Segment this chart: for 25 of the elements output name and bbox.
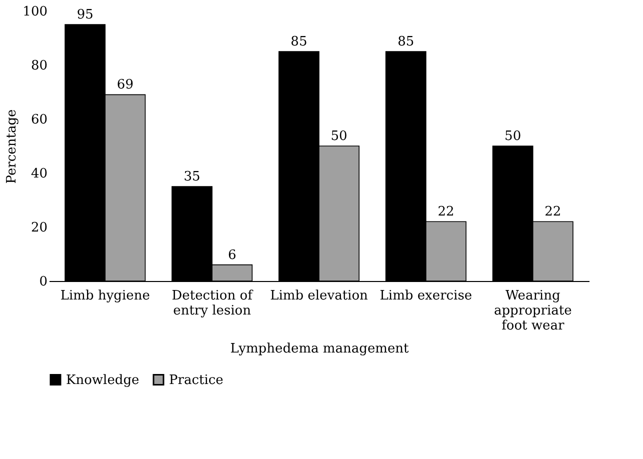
data-label: 35 bbox=[184, 170, 200, 184]
data-label: 50 bbox=[504, 129, 522, 144]
data-label: 85 bbox=[398, 34, 414, 50]
data-label: 22 bbox=[544, 204, 562, 220]
y-tick-label: 100 bbox=[22, 4, 48, 20]
data-label: 95 bbox=[76, 8, 94, 22]
x-tick-label: Limb exercise bbox=[380, 288, 472, 304]
data-label: 85 bbox=[290, 34, 308, 50]
x-axis-title: Lymphedema management bbox=[230, 342, 410, 356]
data-label: 6 bbox=[228, 248, 236, 263]
y-tick-label: 60 bbox=[30, 112, 48, 128]
x-tick-label: Detection of entry lesion bbox=[172, 288, 254, 318]
data-label: 69 bbox=[116, 78, 134, 93]
data-label: 22 bbox=[438, 204, 454, 220]
x-tick-label: Limb hygiene bbox=[60, 288, 150, 304]
y-axis-title: Percentage bbox=[4, 108, 20, 184]
legend-label: Practice bbox=[169, 372, 224, 388]
y-tick-label: 0 bbox=[39, 274, 48, 290]
y-tick-label: 40 bbox=[30, 166, 48, 182]
legend-label: Knowledge bbox=[66, 372, 140, 388]
x-tick-label: Wearing appropriate foot wear bbox=[494, 288, 572, 334]
y-tick-label: 80 bbox=[30, 58, 48, 74]
data-label: 50 bbox=[330, 129, 348, 144]
y-tick-label: 20 bbox=[30, 220, 48, 236]
x-tick-label: Limb elevation bbox=[270, 288, 369, 304]
